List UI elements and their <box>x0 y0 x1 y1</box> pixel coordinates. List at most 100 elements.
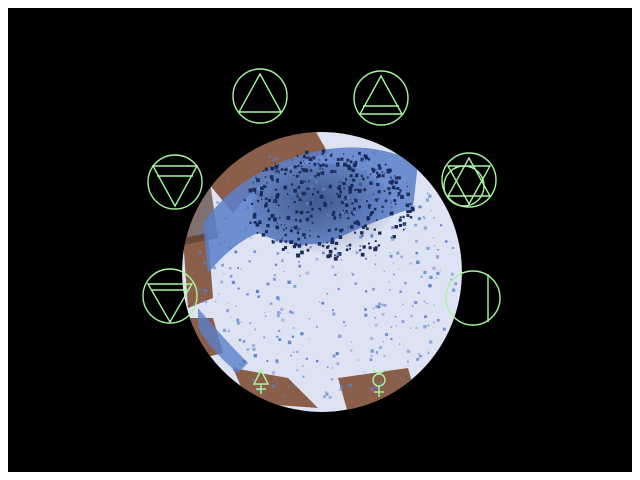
fire-triangle-marked-icon[interactable] <box>353 70 409 126</box>
hexagram-circled-icon[interactable] <box>441 152 497 208</box>
speckle <box>276 252 280 255</box>
speckle <box>332 354 336 358</box>
speckle <box>322 187 326 191</box>
speckle <box>395 188 397 190</box>
speckle <box>394 176 399 180</box>
speckle <box>359 235 363 239</box>
speckle <box>426 303 428 305</box>
speckle <box>287 280 291 284</box>
speckle <box>306 156 309 159</box>
speckle <box>265 230 268 234</box>
speckle <box>292 326 295 329</box>
speckle <box>394 316 397 318</box>
speckle <box>349 247 351 250</box>
speckle <box>348 243 352 247</box>
speckle <box>326 149 330 153</box>
speckle <box>271 196 273 198</box>
speckle <box>405 182 408 185</box>
speckle <box>334 227 338 231</box>
speckle <box>340 259 343 261</box>
speckle <box>279 239 283 243</box>
speckle <box>288 385 290 387</box>
speckle <box>238 338 242 342</box>
speckle <box>363 371 365 373</box>
speckle <box>284 240 288 243</box>
speckle <box>296 350 299 353</box>
speckle <box>259 193 263 197</box>
speckle <box>309 230 311 232</box>
speckle <box>345 210 348 213</box>
speckle <box>399 343 401 345</box>
circle-vertical-line-icon[interactable] <box>445 270 501 326</box>
speckle <box>277 205 279 207</box>
speckle <box>400 255 403 259</box>
speckle <box>350 183 354 188</box>
speckle <box>289 240 294 244</box>
speckle <box>390 176 392 179</box>
speckle <box>389 252 391 254</box>
speckle <box>361 166 364 169</box>
speckle <box>198 251 202 254</box>
speckle <box>284 157 286 159</box>
planet-map[interactable] <box>8 8 632 472</box>
speckle <box>277 298 281 301</box>
speckle <box>378 166 382 170</box>
speckle <box>340 157 344 161</box>
water-triangle-circled-icon[interactable] <box>147 154 203 210</box>
speckle <box>280 168 284 171</box>
speckle <box>287 206 289 208</box>
speckle <box>311 167 315 170</box>
speckle <box>303 160 305 162</box>
speckle <box>311 207 314 211</box>
speckle <box>278 169 280 171</box>
speckle <box>315 180 319 184</box>
speckle <box>297 193 299 196</box>
speckle <box>350 198 354 202</box>
speckle <box>254 328 256 331</box>
speckle <box>231 280 236 285</box>
sulfur-glyph-icon[interactable] <box>372 369 386 397</box>
speckle <box>217 230 221 234</box>
speckle <box>330 202 333 204</box>
speckle <box>273 157 277 161</box>
speckle <box>343 321 346 324</box>
speckle <box>349 383 353 387</box>
speckle <box>347 226 349 228</box>
map-viewport[interactable] <box>8 8 632 472</box>
speckle <box>216 201 219 204</box>
speckle <box>228 246 231 250</box>
speckle <box>405 203 410 208</box>
speckle <box>332 210 336 214</box>
speckle <box>357 359 359 361</box>
speckle <box>284 167 288 172</box>
speckle <box>324 391 327 393</box>
speckle <box>452 247 455 249</box>
speckle <box>293 174 295 176</box>
speckle <box>378 197 380 200</box>
speckle <box>313 162 317 166</box>
speckle <box>262 170 265 172</box>
speckle <box>341 228 344 231</box>
speckle <box>420 275 423 278</box>
fire-triangle-circled-icon[interactable] <box>232 68 288 124</box>
speckle <box>314 169 316 171</box>
speckle <box>391 226 395 230</box>
speckle <box>293 200 296 204</box>
speckle <box>391 179 395 183</box>
water-triangle-circled-icon[interactable] <box>142 268 198 324</box>
speckle <box>381 171 384 173</box>
speckle <box>323 166 326 169</box>
speckle <box>224 240 226 243</box>
speckle <box>308 338 310 340</box>
speckle <box>274 188 277 191</box>
speckle <box>336 252 340 256</box>
speckle <box>349 174 353 178</box>
speckle <box>360 161 363 164</box>
speckle <box>348 186 353 190</box>
speckle <box>324 159 327 162</box>
speckle <box>237 321 240 325</box>
air-triangle-icon[interactable] <box>252 368 270 394</box>
speckle <box>248 260 251 263</box>
speckle <box>375 305 379 308</box>
speckle <box>364 148 367 151</box>
